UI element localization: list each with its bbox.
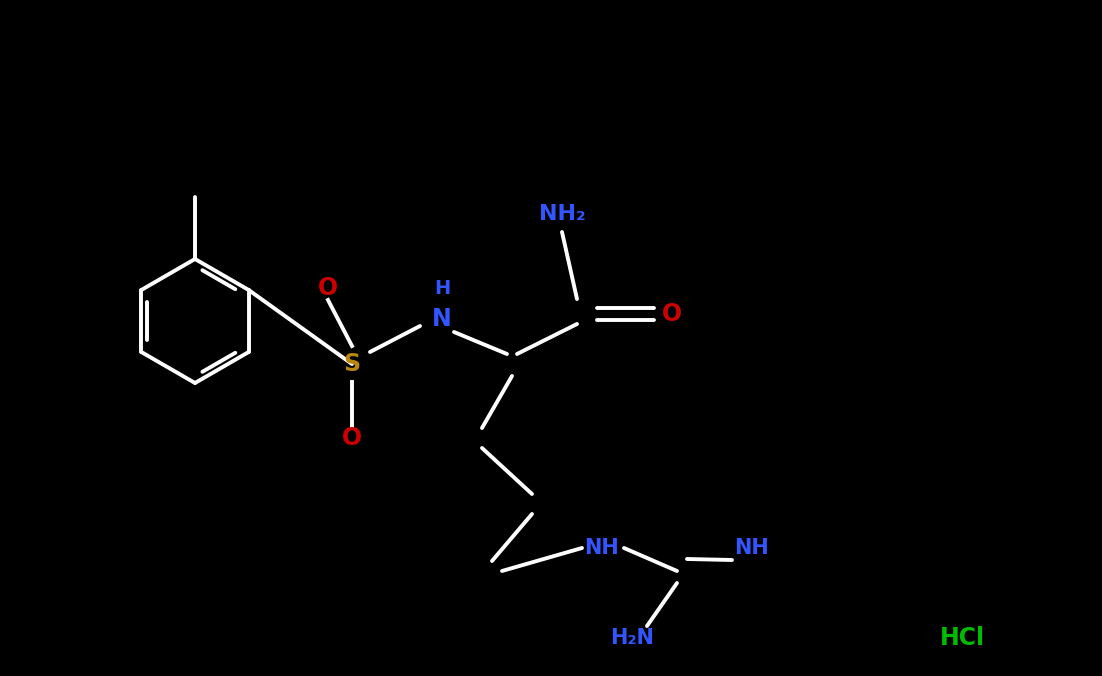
Text: NH: NH	[585, 538, 619, 558]
Text: S: S	[344, 352, 360, 376]
Text: H₂N: H₂N	[611, 628, 653, 648]
Text: NH: NH	[735, 538, 769, 558]
Text: N: N	[432, 307, 452, 331]
Text: NH₂: NH₂	[539, 204, 585, 224]
Text: H: H	[434, 279, 450, 299]
Text: HCl: HCl	[939, 626, 984, 650]
Text: O: O	[342, 426, 363, 450]
Text: O: O	[318, 276, 338, 300]
Text: O: O	[662, 302, 682, 326]
